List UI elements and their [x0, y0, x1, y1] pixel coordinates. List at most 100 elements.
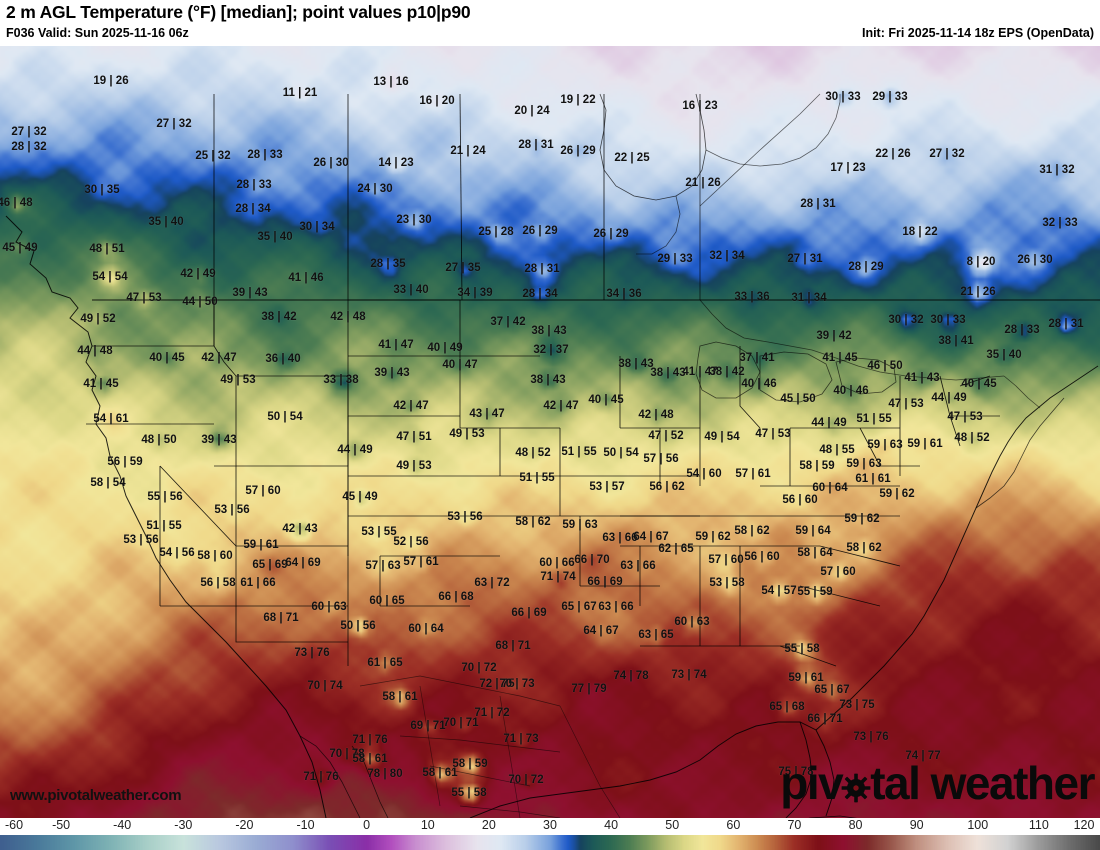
- border-path: [399, 735, 561, 753]
- point-value-label: 28 | 34: [235, 203, 271, 215]
- point-value-label: 57 | 61: [735, 468, 771, 480]
- point-value-label: 63 | 66: [620, 560, 656, 572]
- point-value-label: 59 | 63: [846, 458, 882, 470]
- point-value-label: 56 | 60: [744, 551, 780, 563]
- point-value-label: 26 | 29: [560, 145, 596, 157]
- point-value-label: 22 | 25: [614, 152, 650, 164]
- point-value-label: 64 | 67: [583, 625, 619, 637]
- colorbar-tick: 20: [481, 818, 496, 832]
- point-value-label: 18 | 22: [902, 226, 938, 238]
- point-value-label: 74 | 77: [905, 750, 941, 762]
- point-value-label: 57 | 63: [365, 560, 401, 572]
- point-value-label: 60 | 66: [539, 557, 575, 569]
- point-value-label: 37 | 42: [490, 316, 526, 328]
- point-value-label: 44 | 48: [77, 345, 113, 357]
- border-path: [975, 397, 1065, 509]
- point-value-label: 49 | 54: [704, 431, 740, 443]
- colorbar-tick: 80: [848, 818, 863, 832]
- border-path: [959, 375, 991, 387]
- point-value-label: 41 | 45: [83, 378, 119, 390]
- point-value-label: 42 | 43: [282, 523, 318, 535]
- point-value-label: 31 | 32: [1039, 164, 1075, 176]
- temperature-map[interactable]: 19 | 26 11 | 21 13 | 16 16 | 20 20 | 24 19 | …: [0, 46, 1100, 818]
- point-value-label: 48 | 52: [515, 447, 551, 459]
- point-value-label: 38 | 42: [709, 366, 745, 378]
- init-time-label: Init: Fri 2025-11-14 18z EPS (OpenData): [861, 26, 1094, 40]
- point-value-label: 28 | 33: [236, 179, 272, 191]
- colorbar-tick: 50: [665, 818, 680, 832]
- point-value-label: 26 | 30: [313, 157, 349, 169]
- colorbar-tick: -20: [235, 818, 254, 832]
- point-value-label: 16 | 20: [419, 95, 455, 107]
- point-value-label: 26 | 29: [522, 225, 558, 237]
- point-value-label: 50 | 56: [340, 620, 376, 632]
- point-value-label: 21 | 24: [450, 145, 486, 157]
- point-value-label: 66 | 68: [438, 591, 474, 603]
- point-value-label: 62 | 65: [658, 543, 694, 555]
- border-path: [235, 606, 348, 643]
- border-path: [815, 365, 1099, 731]
- point-value-label: 11 | 21: [282, 87, 318, 99]
- header-bar: 2 m AGL Temperature (°F) [median]; point…: [0, 0, 1100, 46]
- colorbar-tick: 0: [363, 818, 371, 832]
- point-value-label: 58 | 59: [799, 460, 835, 472]
- point-value-label: 25 | 32: [195, 150, 231, 162]
- colorbar[interactable]: -60 -50 -40 -30 -20 -10 0 10 20 30 40 50 60 70 80 90 100…: [0, 818, 1100, 850]
- point-value-label: 38 | 43: [618, 358, 654, 370]
- point-value-label: 60 | 64: [408, 623, 444, 635]
- point-value-label: 41 | 43: [904, 372, 940, 384]
- point-value-label: 28 | 29: [848, 261, 884, 273]
- border-path: [636, 195, 681, 255]
- point-value-label: 73 | 75: [839, 699, 875, 711]
- border-path: [785, 721, 813, 818]
- colorbar-tick: 90: [909, 818, 924, 832]
- point-value-label: 57 | 60: [245, 485, 281, 497]
- border-path: [351, 745, 389, 818]
- point-value-label: 42 | 49: [180, 268, 216, 280]
- point-value-label: 55 | 58: [451, 787, 487, 799]
- point-value-label: 52 | 56: [393, 536, 429, 548]
- border-path: [429, 765, 531, 787]
- border-path: [699, 299, 1005, 381]
- border-path: [559, 705, 621, 818]
- point-value-label: 65 | 68: [769, 701, 805, 713]
- point-value-label: 40 | 49: [427, 342, 463, 354]
- border-path: [499, 695, 521, 818]
- border-path: [159, 465, 237, 547]
- point-value-label: 47 | 53: [755, 428, 791, 440]
- point-value-label: 39 | 43: [374, 367, 410, 379]
- point-value-label: 42 | 47: [393, 400, 429, 412]
- point-value-label: 25 | 28: [478, 226, 514, 238]
- point-value-label: 63 | 66: [598, 601, 634, 613]
- point-value-label: 63 | 66: [602, 532, 638, 544]
- temperature-field: [0, 46, 1100, 818]
- point-value-label: 27 | 31: [787, 253, 823, 265]
- point-value-label: 45 | 50: [780, 393, 816, 405]
- point-value-label: 26 | 30: [1017, 254, 1053, 266]
- point-value-label: 58 | 59: [452, 758, 488, 770]
- colorbar-tick: -10: [296, 818, 315, 832]
- point-value-label: 35 | 40: [986, 349, 1022, 361]
- point-value-label: 60 | 63: [311, 601, 347, 613]
- map-borders-layer: [5, 93, 1100, 818]
- point-value-label: 71 | 76: [352, 734, 388, 746]
- point-value-label: 38 | 42: [261, 311, 297, 323]
- point-value-label: 58 | 61: [382, 691, 418, 703]
- point-value-label: 48 | 52: [954, 432, 990, 444]
- point-value-label: 41 | 47: [378, 339, 414, 351]
- border-path: [808, 815, 858, 818]
- point-value-label: 20 | 24: [514, 105, 550, 117]
- border-path: [819, 545, 901, 567]
- point-value-label: 64 | 69: [285, 557, 321, 569]
- point-value-label: 19 | 26: [93, 75, 129, 87]
- point-value-label: 53 | 56: [447, 511, 483, 523]
- point-value-label: 55 | 56: [147, 491, 183, 503]
- point-value-label: 21 | 26: [960, 286, 996, 298]
- point-value-label: 33 | 40: [393, 284, 429, 296]
- border-path: [5, 215, 327, 818]
- point-value-label: 32 | 37: [533, 344, 569, 356]
- point-value-label: 69 | 71: [410, 720, 446, 732]
- point-value-label: 70 | 72: [461, 662, 497, 674]
- border-path: [599, 93, 707, 201]
- border-path: [299, 735, 361, 818]
